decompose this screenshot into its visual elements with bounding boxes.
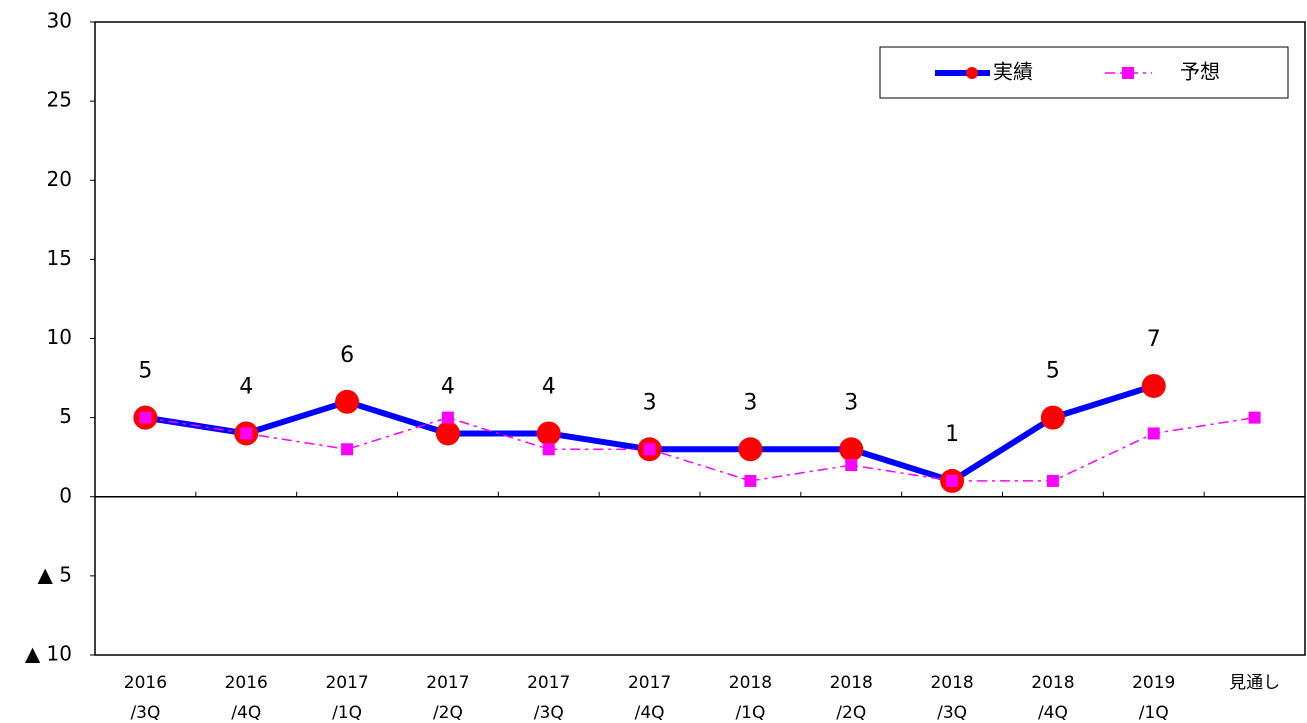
data-label: 4 xyxy=(441,374,455,399)
y-tick-label: 20 xyxy=(47,167,72,191)
actual-marker xyxy=(536,421,561,446)
actual-marker xyxy=(839,437,864,462)
data-label: 6 xyxy=(340,343,354,368)
x-tick-label: 2019/1Q xyxy=(1132,673,1175,723)
forecast-marker xyxy=(341,443,354,456)
x-tick-label: 2017/3Q xyxy=(527,673,570,723)
y-tick-label: 25 xyxy=(47,88,72,112)
x-tick-label: 2018/2Q xyxy=(830,673,873,723)
data-label: 1 xyxy=(945,422,959,447)
forecast-marker xyxy=(240,427,253,440)
legend-label: 予想 xyxy=(1180,60,1220,84)
actual-marker xyxy=(435,421,460,446)
y-tick-label: 10 xyxy=(47,325,72,349)
data-label: 7 xyxy=(1147,327,1161,352)
forecast-marker xyxy=(1248,411,1261,424)
forecast-marker xyxy=(1046,474,1059,487)
forecast-marker xyxy=(643,443,656,456)
data-label: 4 xyxy=(239,374,253,399)
x-tick-label: 2017/4Q xyxy=(628,673,671,723)
x-tick-label: 2016/4Q xyxy=(225,673,268,723)
data-label: 3 xyxy=(643,390,657,415)
data-label: 3 xyxy=(743,390,757,415)
forecast-marker xyxy=(542,443,555,456)
data-label: 4 xyxy=(542,374,556,399)
actual-marker xyxy=(1141,373,1166,398)
y-tick-label: 30 xyxy=(47,9,72,33)
data-label: 5 xyxy=(138,359,152,384)
x-tick-label: 2016/3Q xyxy=(124,673,167,723)
y-tick-label: 5 xyxy=(59,404,72,428)
x-tick-label: 2017/1Q xyxy=(325,673,368,723)
x-tick-label: 見通し xyxy=(1229,673,1280,693)
y-tick-label: 0 xyxy=(59,483,72,507)
y-tick-label: ▲ 10 xyxy=(25,642,72,666)
actual-marker xyxy=(1040,405,1065,430)
legend-marker xyxy=(966,67,978,79)
forecast-marker xyxy=(946,474,959,487)
legend-marker xyxy=(1122,67,1134,79)
x-tick-label: 2018/1Q xyxy=(729,673,772,723)
x-tick-label: 2018/3Q xyxy=(930,673,973,723)
forecast-marker xyxy=(744,474,757,487)
forecast-marker xyxy=(845,459,858,472)
y-tick-label: 15 xyxy=(47,246,72,270)
legend-label: 実績 xyxy=(993,60,1033,84)
plot-frame xyxy=(94,21,1306,656)
x-tick-label: 2018/4Q xyxy=(1031,673,1074,723)
x-tick-label: 2017/2Q xyxy=(426,673,469,723)
actual-marker xyxy=(335,389,360,414)
forecast-marker xyxy=(139,411,152,424)
actual-marker xyxy=(738,437,763,462)
y-tick-label: ▲ 5 xyxy=(38,562,72,586)
data-label: 3 xyxy=(844,390,858,415)
forecast-marker xyxy=(1147,427,1160,440)
data-label: 5 xyxy=(1046,359,1060,384)
forecast-marker xyxy=(441,411,454,424)
series-line xyxy=(145,416,1255,482)
